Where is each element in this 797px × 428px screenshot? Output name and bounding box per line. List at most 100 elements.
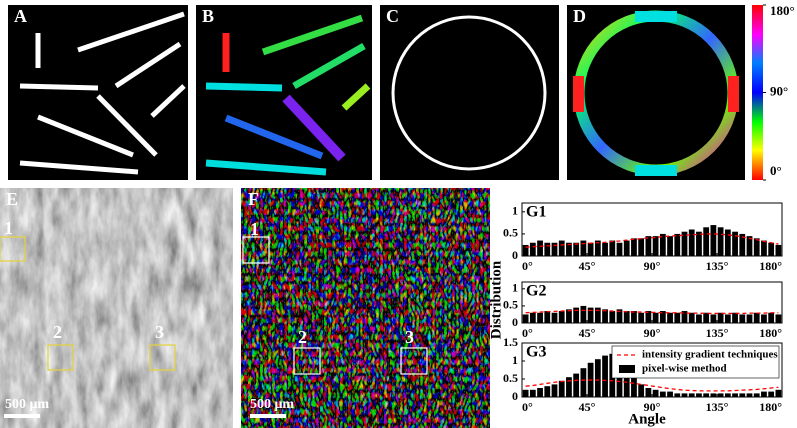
bar [566,242,572,256]
bar [739,393,746,397]
bar [537,240,543,256]
y-tick-label: 0.5 [503,298,518,312]
bar [638,238,645,256]
colorbar-tick-label: 90° [770,83,788,98]
y-tick-label: 1 [512,204,518,218]
bar [710,393,717,397]
bar [580,305,587,323]
y-axis-label: Distribution [488,260,504,339]
chart-title: G3 [526,344,546,361]
bar [544,242,551,256]
bar [703,227,710,256]
region-label: 2 [298,327,307,347]
bar [551,384,558,397]
bar [724,393,731,397]
x-tick-label: 180° [759,326,782,340]
legend-label: pixel-wise method [642,363,727,375]
bar [739,233,746,256]
panel-label: A [14,6,27,26]
bar [587,242,594,256]
x-axis-label: Angle [628,411,666,427]
bar [609,311,616,323]
bar [522,389,529,397]
x-tick-label: 45° [579,259,596,273]
bar [623,311,630,323]
y-tick-label: 0.5 [503,226,518,240]
bar [674,312,681,323]
y-tick-label: 0.5 [503,371,518,385]
x-tick-label: 90° [644,259,661,273]
bar [587,307,594,323]
panel-label: C [386,6,399,26]
bar [739,314,746,323]
bar [652,389,659,397]
bar [681,393,688,397]
bar [573,373,580,397]
bar [746,393,753,397]
panel-label: E [6,189,18,209]
bar [710,314,717,323]
x-tick-label: 45° [579,326,596,340]
bar [638,384,645,397]
bar [761,391,767,397]
bar [768,391,775,397]
panel-label: B [202,6,214,26]
region-label: 3 [155,322,164,342]
bar [537,312,543,323]
x-tick-label: 0° [522,326,533,340]
bar [602,309,608,323]
y-tick-label: 0 [512,315,518,329]
bar [594,359,601,397]
chart-title: G1 [526,204,546,221]
bar [558,311,565,323]
trend-line [525,379,779,392]
bar [688,229,695,256]
bar [609,240,616,256]
bar [775,244,782,256]
bar [558,240,565,256]
bar [724,229,731,256]
bar [631,311,637,323]
region-label: 1 [4,218,13,238]
bar [717,227,724,256]
panel-c: C [380,5,559,180]
legend-swatch [619,365,635,373]
bar [566,377,572,397]
panel-b: B [196,5,372,180]
bar [696,231,702,256]
y-tick-label: 1.5 [503,335,518,349]
bar [667,236,673,256]
panel-label: F [248,189,259,209]
bar [522,244,529,256]
bar [761,314,767,323]
bar [544,386,551,397]
bar [761,240,767,256]
panel-a: A [8,5,188,180]
bar [544,311,551,323]
bar [616,242,623,256]
bar [602,242,608,256]
bar [717,312,724,323]
bar [674,233,681,256]
x-tick-label: 135° [706,400,729,414]
bar [602,355,608,397]
x-tick-label: 180° [759,259,782,273]
bar [688,312,695,323]
bar [529,312,536,323]
bar [623,240,630,256]
bar [631,377,637,397]
x-tick-label: 180° [759,400,782,414]
bar [732,312,738,323]
bar [566,309,572,323]
bar [696,393,702,397]
bar [573,242,580,256]
bar [551,312,558,323]
bar [558,380,565,397]
bar [768,312,775,323]
bar [631,238,637,256]
colorbar [752,5,763,180]
bar [703,312,710,323]
bar [645,311,652,323]
y-tick-label: 1 [512,353,518,367]
